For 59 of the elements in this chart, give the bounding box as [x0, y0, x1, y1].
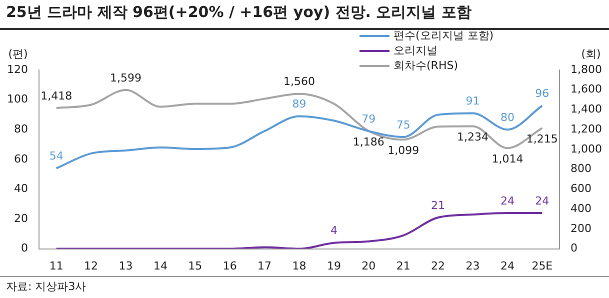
y-tick-label: 80	[14, 122, 28, 136]
data-label: 21	[431, 198, 446, 212]
x-tick-label: 23	[466, 259, 480, 272]
y2-tick-label: 1,200	[570, 122, 602, 136]
data-label: 1,099	[388, 144, 420, 157]
data-label: 75	[396, 118, 410, 132]
data-label: 79	[362, 112, 376, 126]
y-tick-label: 100	[6, 92, 28, 106]
data-label: 4	[330, 224, 338, 238]
y2-tick-label: 200	[570, 222, 592, 235]
data-label: 80	[500, 110, 514, 124]
x-tick-label: 24	[500, 259, 514, 272]
y2-tick-label: 0	[570, 242, 578, 255]
x-tick-label: 22	[431, 259, 446, 272]
x-tick-label: 25E	[532, 259, 553, 272]
y2-tick-label: 400	[570, 202, 592, 215]
data-label: 89	[292, 98, 306, 111]
x-tick-label: 13	[118, 259, 133, 272]
line-series	[55, 212, 544, 249]
x-tick-label: 11	[49, 259, 64, 272]
y-tick-label: 40	[14, 182, 28, 196]
data-label: 1,418	[40, 89, 72, 102]
chart-title: 25년 드라마 제작 96편(+20% / +16편 yoy) 전망. 오리지널 포함	[0, 0, 609, 30]
y-tick-label: 20	[14, 212, 28, 225]
x-tick-label: 15	[188, 259, 202, 272]
y2-tick-label: 1,800	[570, 62, 602, 76]
data-label: 1,599	[110, 71, 142, 84]
x-tick-label: 14	[153, 259, 168, 272]
y2-tick-label: 1,000	[570, 142, 602, 156]
y-tick-label: 0	[20, 242, 28, 255]
x-tick-label: 16	[222, 259, 237, 272]
legend-label: 편수(오리지널 포함)	[394, 28, 494, 42]
legend-label: 회차수(RHS)	[394, 58, 458, 72]
x-tick-label: 19	[326, 259, 341, 272]
data-label: 24	[535, 194, 550, 208]
legend-label: 오리지널	[394, 44, 438, 57]
data-label: 1,014	[492, 152, 524, 166]
data-label: 1,215	[526, 132, 558, 146]
y2-tick-label: 600	[570, 182, 592, 196]
x-tick-label: 18	[292, 259, 306, 272]
data-label: 54	[49, 150, 64, 163]
data-label: 96	[535, 87, 550, 100]
y2-axis-title: (회)	[581, 47, 601, 60]
y-tick-label: 60	[14, 152, 28, 166]
data-label: 1,186	[352, 135, 384, 148]
y2-tick-label: 1,400	[570, 102, 602, 116]
x-tick-label: 17	[258, 259, 272, 272]
y-tick-label: 120	[6, 62, 28, 76]
x-tick-label: 12	[84, 259, 98, 272]
y2-tick-label: 800	[570, 162, 592, 176]
y-axis-title: (편)	[8, 47, 28, 60]
y2-tick-label: 1,600	[570, 82, 602, 96]
x-tick-label: 20	[362, 259, 376, 272]
data-label: 1,560	[284, 75, 315, 88]
data-label: 24	[500, 194, 514, 208]
x-tick-label: 21	[396, 259, 410, 272]
data-label: 91	[466, 94, 480, 108]
data-label: 1,234	[457, 130, 489, 144]
text: 자료: 지상파3사	[0, 276, 609, 296]
